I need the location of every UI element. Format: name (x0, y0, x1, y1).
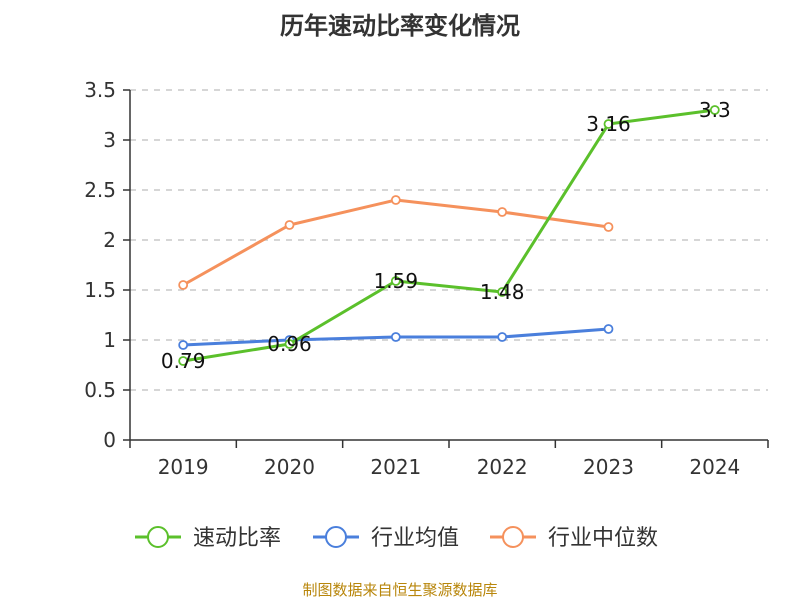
data-point (178, 340, 189, 350)
data-point (497, 332, 508, 342)
legend-marker (325, 526, 347, 548)
legend-label: 行业均值 (371, 526, 459, 551)
data-point (284, 339, 295, 349)
data-point (709, 105, 720, 115)
x-tick-label: 2021 (370, 455, 421, 479)
x-tick-label: 2022 (477, 455, 528, 479)
series-2 (178, 195, 614, 290)
y-tick-label: 3.5 (84, 78, 116, 102)
x-tick-label: 2020 (264, 455, 315, 479)
y-tick-label: 1 (103, 328, 116, 352)
series-line (182, 108, 716, 363)
legend-label: 行业中位数 (548, 526, 658, 551)
data-point (497, 207, 508, 217)
legend-item: 行业均值 (313, 526, 459, 551)
data-point (603, 119, 614, 129)
data-point (497, 287, 508, 297)
data-point (284, 220, 295, 230)
legend-label: 速动比率 (193, 526, 281, 551)
legend-item: 行业中位数 (490, 526, 658, 551)
data-label: 1.48 (480, 280, 525, 304)
data-point (178, 280, 189, 290)
legend-marker (502, 526, 524, 548)
y-tick-label: 0.5 (84, 378, 116, 402)
data-point (603, 222, 614, 232)
data-labels: 0.79 0.96 1.59 1.48 3.16 3.3 (161, 98, 731, 373)
y-tick-label: 0 (103, 428, 116, 452)
source-note: 制图数据来自恒生聚源数据库 (302, 581, 497, 599)
data-label: 0.96 (267, 332, 312, 356)
gridlines (130, 89, 768, 391)
legend: 速动比率 行业均值 行业中位数 (135, 526, 658, 551)
data-label: 1.59 (374, 269, 419, 293)
data-label: 3.3 (699, 98, 731, 122)
series-1 (178, 324, 614, 350)
data-point (603, 324, 614, 334)
x-tick-label: 2024 (689, 455, 740, 479)
series-layer (178, 105, 720, 366)
legend-item: 速动比率 (135, 526, 281, 551)
y-tick-label: 1.5 (84, 278, 116, 302)
y-tick-label: 3 (103, 128, 116, 152)
series-0 (178, 105, 720, 366)
data-point (390, 276, 401, 286)
data-label: 3.16 (586, 112, 631, 136)
y-tick-label: 2 (103, 228, 116, 252)
x-tick-label: 2023 (583, 455, 634, 479)
data-point (178, 356, 189, 366)
x-tick-label: 2019 (158, 455, 209, 479)
axes: 0 0.5 1 1.5 2 2.5 3 3.5 2019 2020 2021 2022 2023 2024 (84, 78, 769, 479)
legend-marker (147, 526, 169, 548)
data-label: 0.79 (161, 349, 206, 373)
y-tick-label: 2.5 (84, 178, 116, 202)
data-point (390, 195, 401, 205)
chart-title: 历年速动比率变化情况 (280, 12, 520, 40)
data-point (390, 332, 401, 342)
